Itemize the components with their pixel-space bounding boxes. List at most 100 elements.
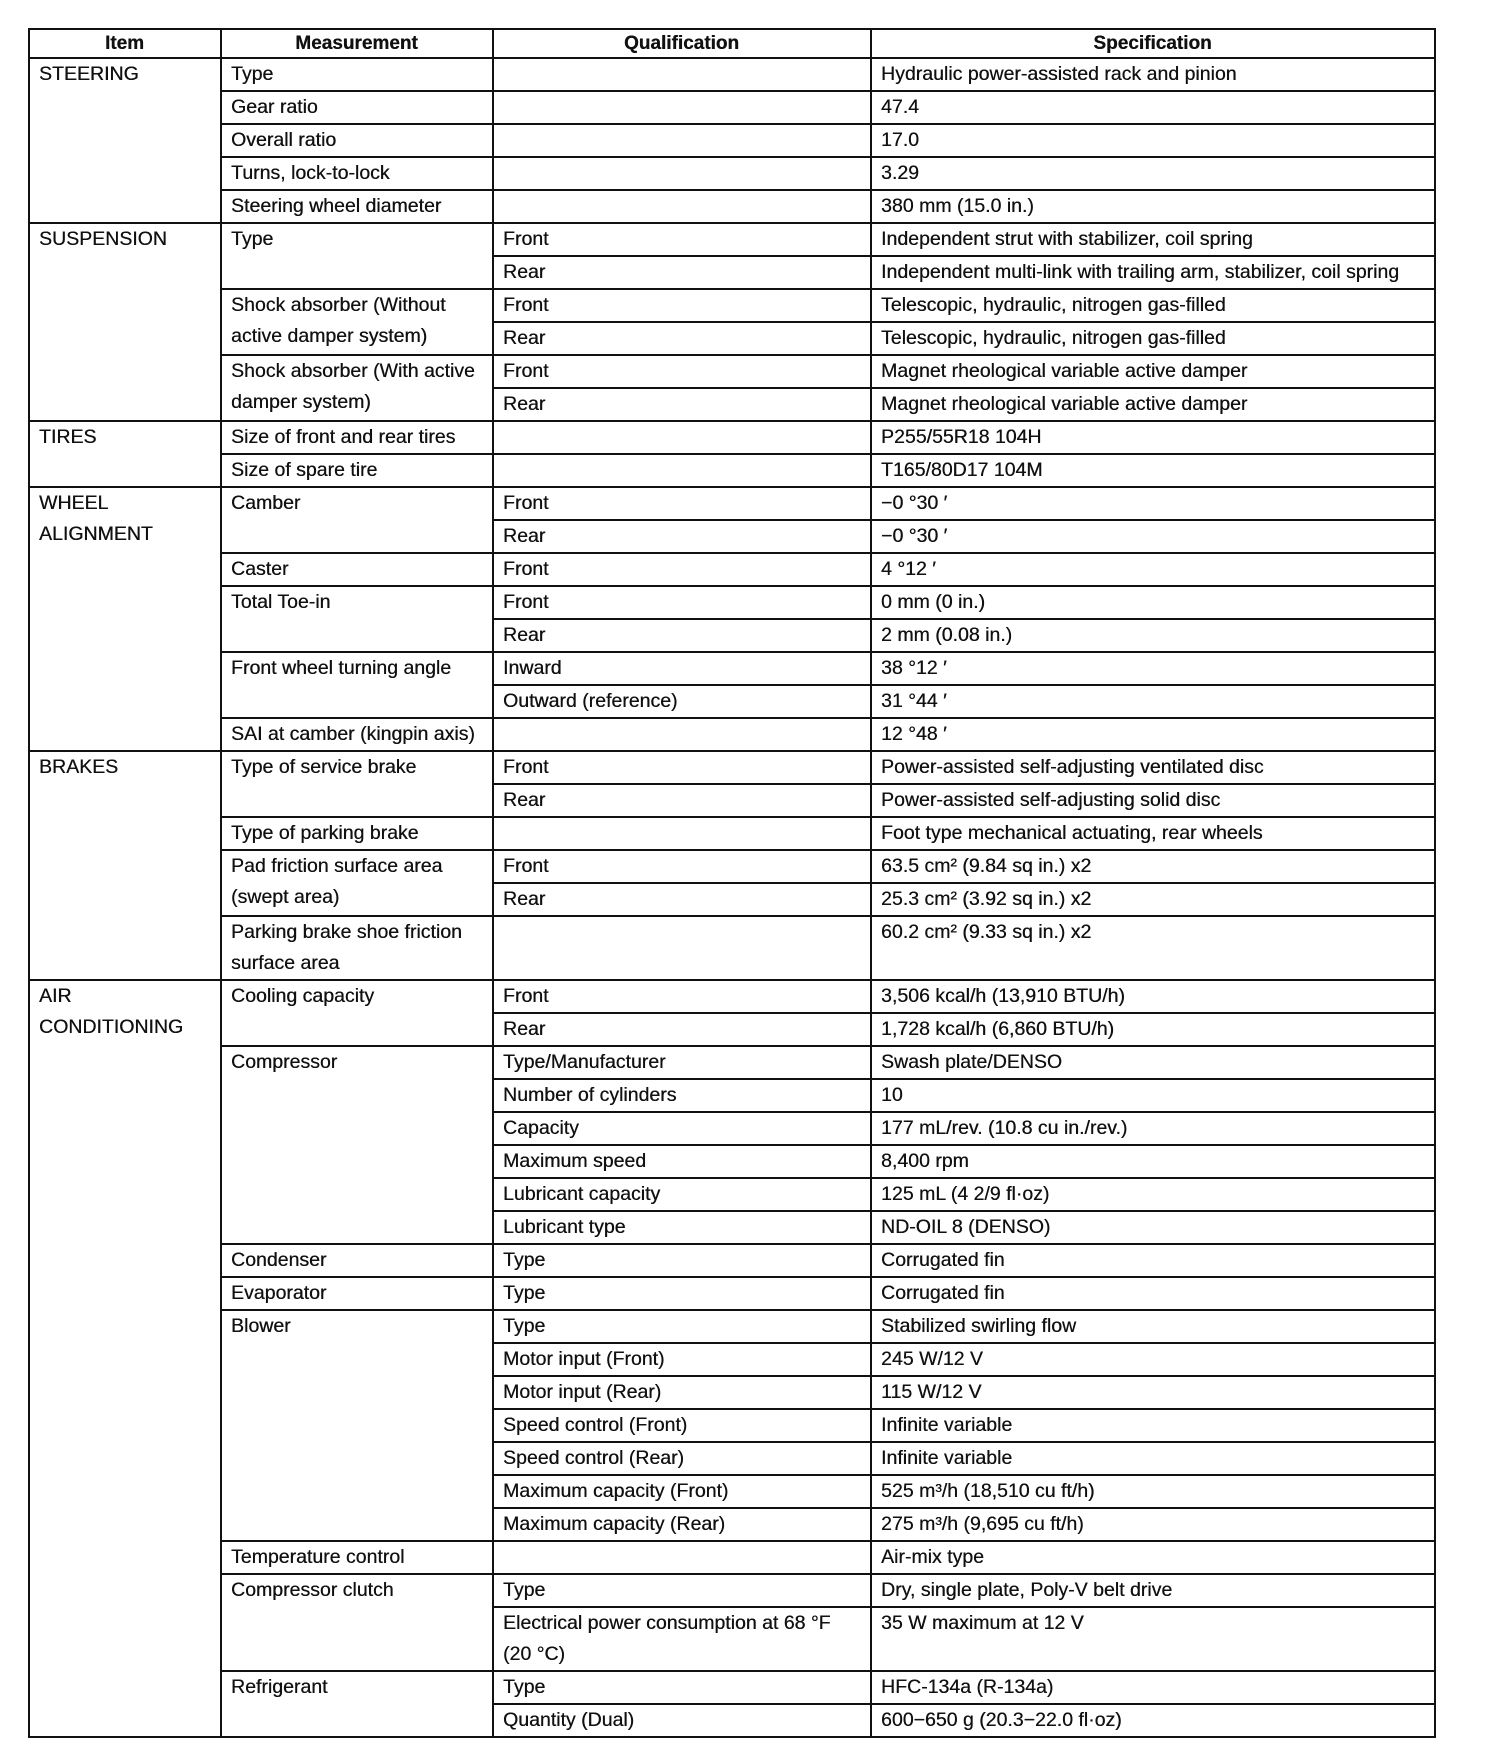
- table-row: Motor input (Rear) 115 W/12 V: [29, 1375, 1436, 1410]
- table-row: Rear Independent multi-link with trailing…: [29, 255, 1436, 290]
- qualification-cell: Rear: [492, 321, 872, 356]
- specification-cell: Air-mix type: [870, 1540, 1436, 1575]
- header-specification: Specification: [870, 28, 1436, 59]
- table-row: Number of cylinders 10: [29, 1078, 1436, 1113]
- qualification-cell: [492, 420, 872, 455]
- specification-cell: 0 mm (0 in.): [870, 585, 1436, 620]
- qualification-cell: [492, 123, 872, 158]
- measurement-cell: Blower: [220, 1309, 494, 1542]
- table-row: Lubricant capacity 125 mL (4 2/9 fl·oz): [29, 1177, 1436, 1212]
- table-row: Size of spare tire T165/80D17 104M: [29, 453, 1436, 488]
- table-row: Turns, lock-to-lock 3.29: [29, 156, 1436, 191]
- qualification-cell: [492, 1540, 872, 1575]
- table-row: Steering wheel diameter 380 mm (15.0 in.): [29, 189, 1436, 224]
- specification-cell: 3,506 kcal/h (13,910 BTU/h): [870, 979, 1436, 1014]
- specification-cell: 10: [870, 1078, 1436, 1113]
- qualification-cell: Quantity (Dual): [492, 1703, 872, 1738]
- qualification-cell: Rear: [492, 387, 872, 422]
- table-row: Pad friction surface area (swept area) Fr…: [29, 849, 1436, 917]
- table-row: Total Toe-in Front 0 mm (0 in.): [29, 585, 1436, 653]
- qualification-cell: Front: [492, 750, 872, 785]
- item-cell: STEERING: [28, 57, 222, 224]
- item-cell: BRAKES: [28, 750, 222, 981]
- table-row: Speed control (Front) Infinite variable: [29, 1408, 1436, 1443]
- specification-cell: Foot type mechanical actuating, rear whe…: [870, 816, 1436, 851]
- table-row: Shock absorber (With active damper syste…: [29, 354, 1436, 422]
- specification-cell: 275 m³/h (9,695 cu ft/h): [870, 1507, 1436, 1542]
- header-item: Item: [28, 28, 222, 59]
- qualification-cell: [492, 156, 872, 191]
- specification-cell: Power-assisted self-adjusting solid disc: [870, 783, 1436, 818]
- specification-cell: 47.4: [870, 90, 1436, 125]
- qualification-cell: Rear: [492, 255, 872, 290]
- qualification-cell: Electrical power consumption at 68 °F (2…: [492, 1606, 872, 1672]
- header-measurement: Measurement: [220, 28, 494, 59]
- specification-cell: 245 W/12 V: [870, 1342, 1436, 1377]
- specification-cell: 31 °44 ′: [870, 684, 1436, 719]
- table-row: Rear Magnet rheological variable active d…: [29, 387, 1436, 422]
- qualification-cell: Front: [492, 222, 872, 257]
- specification-cell: Magnet rheological variable active dampe…: [870, 387, 1436, 422]
- specification-cell: 525 m³/h (18,510 cu ft/h): [870, 1474, 1436, 1509]
- qualification-cell: Type: [492, 1276, 872, 1311]
- qualification-cell: Speed control (Front): [492, 1408, 872, 1443]
- qualification-cell: Rear: [492, 882, 872, 917]
- qualification-cell: Capacity: [492, 1111, 872, 1146]
- table-row: AIR CONDITIONING Cooling capacity Front 3,5…: [28, 979, 1436, 1738]
- specification-cell: 600−650 g (20.3−22.0 fl·oz): [870, 1703, 1436, 1738]
- specification-cell: 177 mL/rev. (10.8 cu in./rev.): [870, 1111, 1436, 1146]
- specification-cell: ND-OIL 8 (DENSO): [870, 1210, 1436, 1245]
- specification-cell: 2 mm (0.08 in.): [870, 618, 1436, 653]
- table-row: Capacity 177 mL/rev. (10.8 cu in./rev.): [29, 1111, 1436, 1146]
- table-row: Electrical power consumption at 68 °F (2…: [29, 1606, 1436, 1672]
- table-row: Rear 25.3 cm² (3.92 sq in.) x2: [29, 882, 1436, 917]
- table-row: Type of parking brake Foot type mechanica…: [29, 816, 1436, 851]
- qualification-cell: Rear: [492, 618, 872, 653]
- table-row: Speed control (Rear) Infinite variable: [29, 1441, 1436, 1476]
- item-cell: TIRES: [28, 420, 222, 488]
- measurement-cell: Parking brake shoe friction surface area: [220, 915, 494, 981]
- measurement-cell: Front wheel turning angle: [220, 651, 494, 719]
- specification-cell: Swash plate/DENSO: [870, 1045, 1436, 1080]
- measurement-cell: Compressor clutch: [220, 1573, 494, 1672]
- table-row: Shock absorber (Without active damper sy…: [29, 288, 1436, 356]
- table-row: Rear 2 mm (0.08 in.): [29, 618, 1436, 653]
- qualification-cell: Type: [492, 1309, 872, 1344]
- qualification-cell: Front: [492, 552, 872, 587]
- qualification-cell: Front: [492, 486, 872, 521]
- measurement-cell: Type of service brake: [220, 750, 494, 818]
- measurement-cell: Shock absorber (Without active damper sy…: [220, 288, 494, 356]
- measurement-cell: Total Toe-in: [220, 585, 494, 653]
- measurement-cell: Refrigerant: [220, 1670, 494, 1738]
- specification-cell: Corrugated fin: [870, 1243, 1436, 1278]
- item-cell: AIR CONDITIONING: [28, 979, 222, 1738]
- table-row: TIRES Size of front and rear tires P255/55…: [28, 420, 1436, 488]
- qualification-cell: [492, 717, 872, 752]
- qualification-cell: [492, 57, 872, 92]
- qualification-cell: Outward (reference): [492, 684, 872, 719]
- qualification-cell: Front: [492, 354, 872, 389]
- qualification-cell: [492, 915, 872, 981]
- measurement-cell: Caster: [220, 552, 494, 587]
- measurement-cell: Size of spare tire: [220, 453, 494, 488]
- measurement-cell: Cooling capacity: [220, 979, 494, 1047]
- measurement-cell: Evaporator: [220, 1276, 494, 1311]
- measurement-cell: Temperature control: [220, 1540, 494, 1575]
- qualification-cell: Number of cylinders: [492, 1078, 872, 1113]
- qualification-cell: Maximum capacity (Front): [492, 1474, 872, 1509]
- qualification-cell: Front: [492, 979, 872, 1014]
- specification-cell: Stabilized swirling flow: [870, 1309, 1436, 1344]
- table-row: Maximum speed 8,400 rpm: [29, 1144, 1436, 1179]
- qualification-cell: Type: [492, 1243, 872, 1278]
- table-row: Quantity (Dual) 600−650 g (20.3−22.0 fl·o…: [29, 1703, 1436, 1738]
- specification-cell: Hydraulic power-assisted rack and pinion: [870, 57, 1436, 92]
- specification-cell: Power-assisted self-adjusting ventilated…: [870, 750, 1436, 785]
- specification-cell: 125 mL (4 2/9 fl·oz): [870, 1177, 1436, 1212]
- specification-cell: Telescopic, hydraulic, nitrogen gas-fill…: [870, 288, 1436, 323]
- specification-cell: HFC-134a (R-134a): [870, 1670, 1436, 1705]
- measurement-cell: Size of front and rear tires: [220, 420, 494, 455]
- qualification-cell: Rear: [492, 1012, 872, 1047]
- specification-cell: Independent strut with stabilizer, coil …: [870, 222, 1436, 257]
- qualification-cell: Maximum speed: [492, 1144, 872, 1179]
- measurement-cell: Compressor: [220, 1045, 494, 1245]
